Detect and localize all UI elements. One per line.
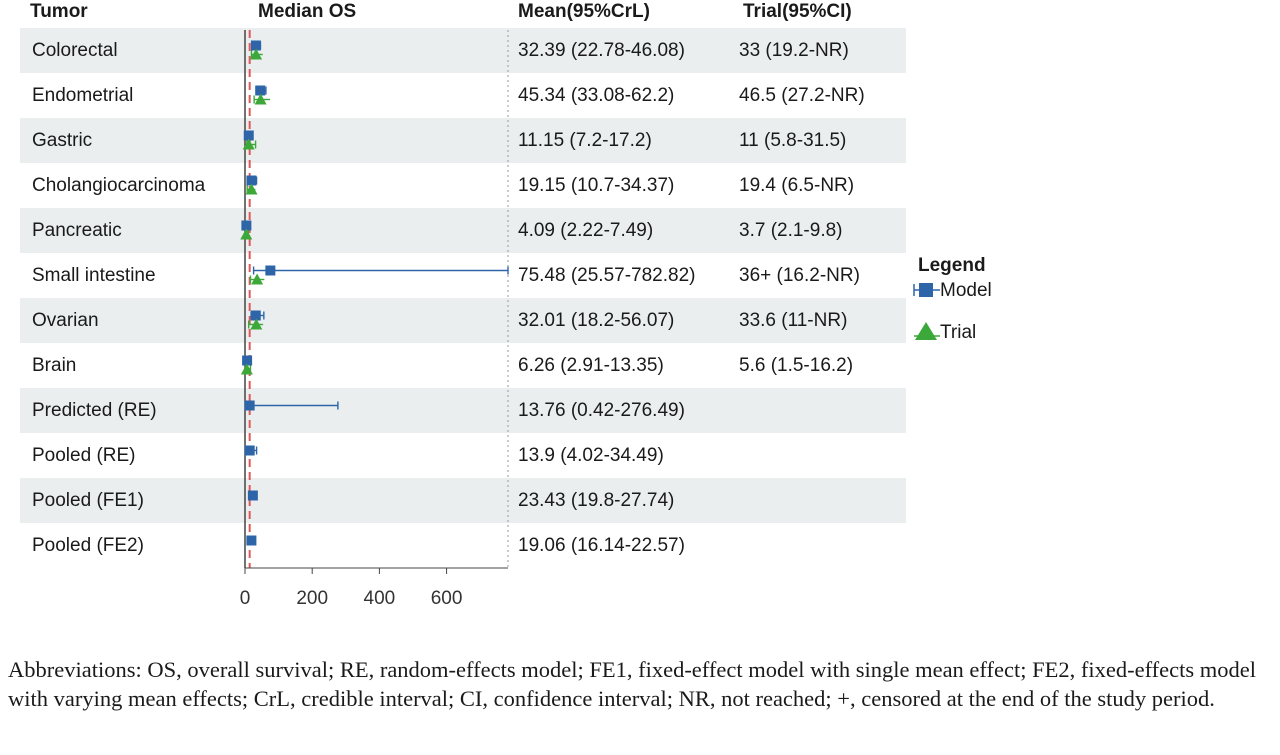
row-label: Cholangiocarcinoma (32, 175, 206, 196)
trial-point (240, 228, 253, 240)
row-trial-value: 19.4 (6.5-NR) (739, 175, 855, 196)
legend-trial-glyph (914, 322, 940, 340)
table-row: Pooled (FE1) 23.43 (19.8-27.74) (20, 478, 906, 523)
trial-point (240, 363, 253, 375)
row-mean-value: 75.48 (25.57-782.82) (518, 265, 696, 286)
row-label: Pooled (FE1) (32, 490, 144, 511)
x-tick-label: 0 (240, 588, 251, 609)
row-trial-value: 5.6 (1.5-16.2) (739, 355, 854, 376)
table-row: Small intestine 75.48 (25.57-782.82) 36+ (… (20, 253, 906, 298)
row-label: Gastric (32, 130, 93, 151)
row-trial-value: 11 (5.8-31.5) (739, 130, 847, 151)
table-row: Brain 6.26 (2.91-13.35) 5.6 (1.5-16.2) (20, 343, 906, 388)
x-tick-label: 200 (296, 588, 328, 609)
table-row: Endometrial 45.34 (33.08-62.2) 46.5 (27.2-… (20, 73, 906, 118)
model-point (250, 310, 261, 321)
row-label: Pancreatic (32, 220, 122, 241)
table-row: Ovarian 32.01 (18.2-56.07) 33.6 (11-NR) (20, 298, 906, 343)
model-point (265, 265, 276, 276)
row-label: Pooled (FE2) (32, 535, 144, 556)
trial-point (254, 93, 267, 105)
row-mean-value: 32.39 (22.78-46.08) (518, 40, 685, 61)
row-label: Endometrial (32, 85, 134, 106)
row-label: Ovarian (32, 310, 99, 331)
header-tumor: Tumor (30, 1, 88, 22)
row-label: Small intestine (32, 265, 156, 286)
row-trial-value: 36+ (16.2-NR) (739, 265, 860, 286)
row-mean-value: 11.15 (7.2-17.2) (518, 130, 652, 151)
model-point (241, 220, 252, 231)
x-tick-label: 400 (364, 588, 396, 609)
model-point (255, 85, 266, 96)
row-trial-value: 33.6 (11-NR) (739, 310, 848, 331)
table-row: Cholangiocarcinoma 19.15 (10.7-34.37) 19.4… (20, 163, 906, 208)
table-row: Predicted (RE) 13.76 (0.42-276.49) (20, 388, 906, 433)
row-trial-value: 33 (19.2-NR) (739, 40, 849, 61)
trial-point (242, 138, 255, 150)
row-trial-value: 3.7 (2.1-9.8) (739, 220, 843, 241)
row-label: Brain (32, 355, 77, 376)
forest-plot: 0 200 400 600 (240, 30, 509, 609)
header-median-os: Median OS (258, 1, 357, 22)
x-tick-label: 600 (431, 588, 463, 609)
row-mean-value: 32.01 (18.2-56.07) (518, 310, 675, 331)
table-row: Pooled (RE) 13.9 (4.02-34.49) (20, 433, 906, 478)
model-point (242, 355, 253, 366)
row-mean-value: 23.43 (19.8-27.74) (518, 490, 675, 511)
model-point (247, 490, 258, 501)
row-mean-value: 6.26 (2.91-13.35) (518, 355, 664, 376)
legend-trial-label: Trial (940, 322, 977, 343)
header-mean: Mean(95%CrL) (518, 1, 650, 22)
model-point (243, 130, 254, 141)
model-point (246, 175, 257, 186)
model-point (244, 400, 255, 411)
table-row: Colorectal 32.39 (22.78-46.08) 33 (19.2-NR… (20, 28, 906, 73)
model-point (246, 535, 257, 546)
trial-point (251, 273, 264, 285)
row-label: Predicted (RE) (32, 400, 157, 421)
row-label: Pooled (RE) (32, 445, 136, 466)
row-mean-value: 45.34 (33.08-62.2) (518, 85, 675, 106)
table-row: Gastric 11.15 (7.2-17.2) 11 (5.8-31.5) (20, 118, 906, 163)
trial-point (250, 318, 263, 330)
model-point (250, 40, 261, 51)
row-mean-value: 13.76 (0.42-276.49) (518, 400, 685, 421)
row-mean-value: 19.06 (16.14-22.57) (518, 535, 685, 556)
trial-point (250, 48, 263, 60)
row-mean-value: 19.15 (10.7-34.37) (518, 175, 675, 196)
row-trial-value: 46.5 (27.2-NR) (739, 85, 865, 106)
row-mean-value: 4.09 (2.22-7.49) (518, 220, 654, 241)
row-mean-value: 13.9 (4.02-34.49) (518, 445, 664, 466)
abbreviations-note: Abbreviations: OS, overall survival; RE,… (8, 657, 1256, 711)
trial-point (245, 183, 258, 195)
model-point (244, 445, 255, 456)
header-trial: Trial(95%CI) (743, 1, 852, 22)
legend-title: Legend (918, 255, 986, 276)
row-label: Colorectal (32, 40, 118, 61)
table-row: Pancreatic 4.09 (2.22-7.49) 3.7 (2.1-9.8) (20, 208, 906, 253)
table-row: Pooled (FE2) 19.06 (16.14-22.57) (20, 523, 906, 568)
legend-model-glyph (913, 283, 940, 297)
legend-model-label: Model (940, 280, 992, 301)
